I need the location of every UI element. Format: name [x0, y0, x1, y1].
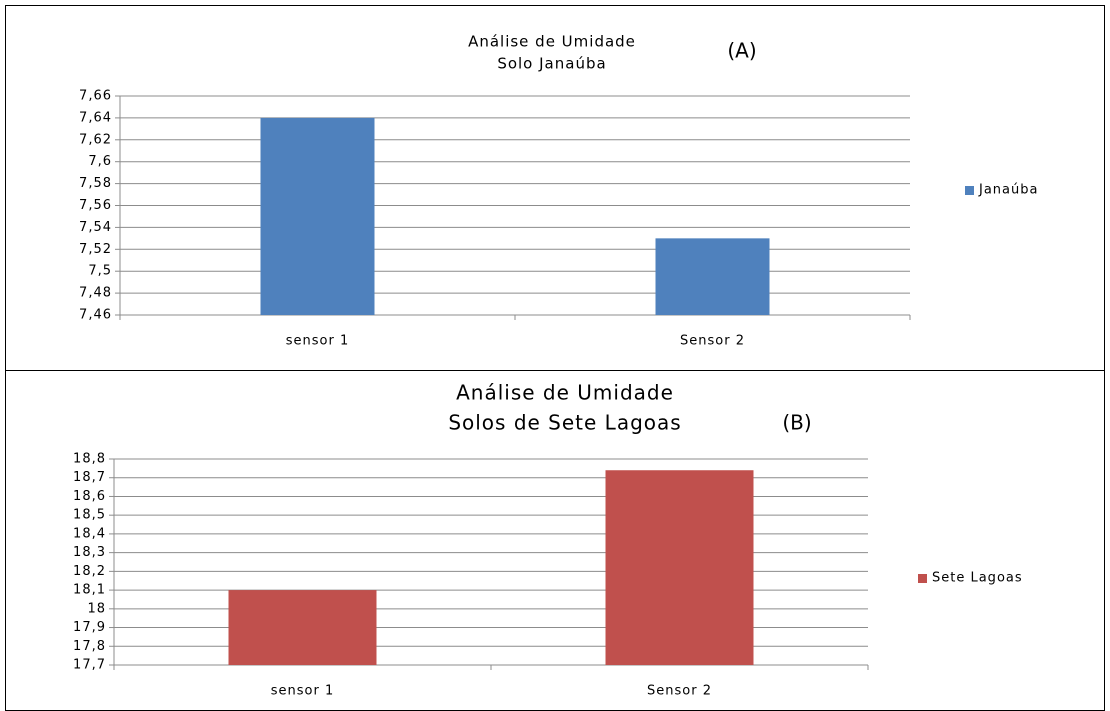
y-tick-label: 7,6 — [88, 154, 112, 169]
chart-title: Solo Janaúba — [497, 55, 606, 73]
bar — [260, 117, 375, 316]
y-tick-label: 18,7 — [73, 470, 106, 485]
y-tick-label: 18,5 — [73, 508, 106, 523]
legend-swatch — [965, 186, 974, 195]
y-tick-label: 18,6 — [73, 489, 106, 504]
chart-title: Solos de Sete Lagoas — [448, 411, 681, 435]
y-tick-label: 18,8 — [73, 452, 106, 467]
panel-b — [5, 370, 1105, 711]
legend-label: Sete Lagoas — [932, 571, 1023, 586]
y-tick-label: 17,8 — [73, 639, 106, 654]
y-tick-label: 7,5 — [88, 264, 112, 279]
panel-a — [5, 5, 1105, 371]
y-tick-label: 7,46 — [79, 308, 112, 323]
y-tick-label: 7,66 — [79, 89, 112, 104]
y-tick-label: 18,2 — [73, 564, 106, 579]
legend-swatch — [918, 574, 927, 583]
chart-title: Análise de Umidade — [456, 381, 674, 405]
x-tick-label: Sensor 2 — [680, 334, 745, 349]
legend-label: Janaúba — [978, 183, 1038, 198]
y-tick-label: 7,64 — [79, 110, 112, 125]
annotation: (A) — [727, 39, 756, 63]
y-tick-label: 18,1 — [73, 583, 106, 598]
annotation: (B) — [782, 411, 811, 435]
x-tick-label: sensor 1 — [286, 334, 350, 349]
y-tick-label: 7,52 — [79, 242, 112, 257]
y-tick-label: 18,4 — [73, 526, 106, 541]
y-tick-label: 7,54 — [79, 220, 112, 235]
bar — [605, 470, 754, 665]
x-tick-label: sensor 1 — [271, 684, 335, 699]
bar — [228, 590, 377, 665]
y-tick-label: 7,56 — [79, 198, 112, 213]
y-tick-label: 17,7 — [73, 658, 106, 673]
y-tick-label: 18,3 — [73, 545, 106, 560]
y-tick-label: 7,58 — [79, 176, 112, 191]
y-tick-label: 18 — [87, 601, 106, 616]
y-tick-label: 17,9 — [73, 620, 106, 635]
chart-title: Análise de Umidade — [468, 33, 636, 51]
y-tick-label: 7,48 — [79, 286, 112, 301]
bar — [655, 238, 770, 315]
y-tick-label: 7,62 — [79, 132, 112, 147]
x-tick-label: Sensor 2 — [647, 684, 712, 699]
